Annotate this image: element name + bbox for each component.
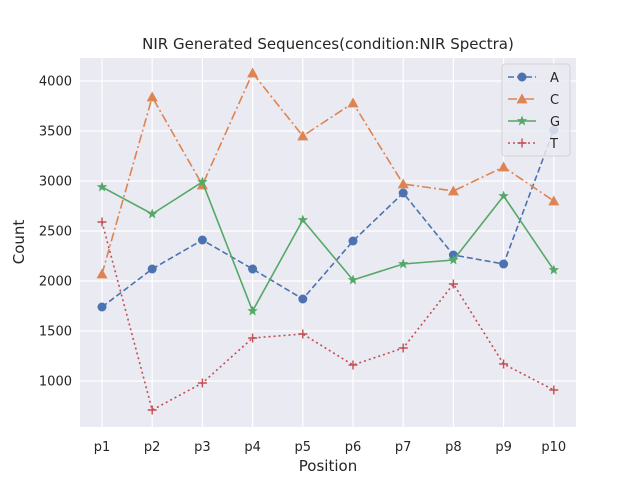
data-point xyxy=(298,329,308,339)
y-tick-label: 2000 xyxy=(39,275,72,290)
y-tick-label: 3000 xyxy=(39,175,72,190)
legend-label: T xyxy=(549,137,558,152)
series-A xyxy=(97,125,559,312)
data-point xyxy=(96,268,108,279)
series-group xyxy=(96,67,560,415)
series-G xyxy=(96,176,560,316)
series-line xyxy=(101,71,555,275)
data-point xyxy=(347,97,359,108)
data-point xyxy=(499,359,509,369)
data-point xyxy=(397,258,409,269)
data-point xyxy=(397,178,409,189)
legend-marker xyxy=(517,72,527,82)
data-point xyxy=(398,188,408,198)
data-point xyxy=(448,279,458,289)
x-tick-label: p8 xyxy=(445,440,462,455)
data-point xyxy=(247,305,258,316)
legend-marker xyxy=(516,115,528,126)
chart-title: NIR Generated Sequences(condition:NIR Sp… xyxy=(142,35,514,53)
data-point xyxy=(197,176,208,187)
tick-labels: 1000 1500 2000 2500 3000 3500 4000 p1 p2 p3 p4 p5 p6… xyxy=(39,75,566,456)
y-tick-label: 2500 xyxy=(39,225,72,240)
data-point xyxy=(147,405,157,415)
data-point xyxy=(448,254,459,265)
data-point xyxy=(447,185,459,196)
data-point xyxy=(347,274,359,285)
data-point xyxy=(248,264,258,274)
series-T xyxy=(97,217,559,415)
y-tick-label: 1000 xyxy=(39,375,72,390)
data-point xyxy=(197,235,207,245)
legend-item: C xyxy=(508,93,559,108)
data-point xyxy=(348,236,358,246)
legend-label: A xyxy=(550,71,559,86)
data-point xyxy=(197,378,207,388)
data-point xyxy=(298,294,308,304)
data-point xyxy=(348,360,358,370)
data-point xyxy=(297,214,309,225)
data-point xyxy=(297,130,309,141)
data-point xyxy=(498,161,510,172)
data-point xyxy=(498,190,509,201)
y-tick-label: 3500 xyxy=(39,125,72,140)
y-tick-label: 1500 xyxy=(39,325,72,340)
legend-box xyxy=(501,63,571,157)
data-point xyxy=(248,333,258,343)
legend-item: G xyxy=(508,115,560,130)
data-point xyxy=(549,385,559,395)
y-axis-label: Count xyxy=(10,220,28,265)
data-point xyxy=(499,259,509,269)
x-tick-label: p3 xyxy=(194,440,211,455)
data-point xyxy=(398,343,408,353)
data-point xyxy=(146,208,158,219)
legend-label: G xyxy=(550,115,560,130)
data-point xyxy=(548,195,560,206)
data-point xyxy=(146,91,158,102)
x-tick-label: p2 xyxy=(144,440,161,455)
legend-marker xyxy=(516,93,528,104)
legend-item: A xyxy=(508,71,559,86)
series-line xyxy=(101,180,555,313)
data-point xyxy=(96,181,108,192)
x-tick-label: p9 xyxy=(495,440,512,455)
data-point xyxy=(548,264,560,275)
y-tick-label: 4000 xyxy=(39,75,72,90)
data-point xyxy=(247,67,259,78)
data-point xyxy=(97,302,107,312)
legend-label: C xyxy=(550,93,559,108)
legend-item: T xyxy=(508,137,558,152)
series-C xyxy=(96,67,560,279)
series-line xyxy=(101,129,555,308)
legend-marker xyxy=(517,138,527,148)
x-tick-label: p1 xyxy=(94,440,111,455)
x-tick-label: p10 xyxy=(541,440,566,455)
x-tick-label: p5 xyxy=(295,440,312,455)
x-tick-label: p7 xyxy=(395,440,412,455)
data-point xyxy=(97,217,107,227)
x-axis-label: Position xyxy=(299,457,357,475)
data-point xyxy=(147,264,157,274)
x-tick-label: p4 xyxy=(244,440,261,455)
x-tick-label: p6 xyxy=(345,440,362,455)
